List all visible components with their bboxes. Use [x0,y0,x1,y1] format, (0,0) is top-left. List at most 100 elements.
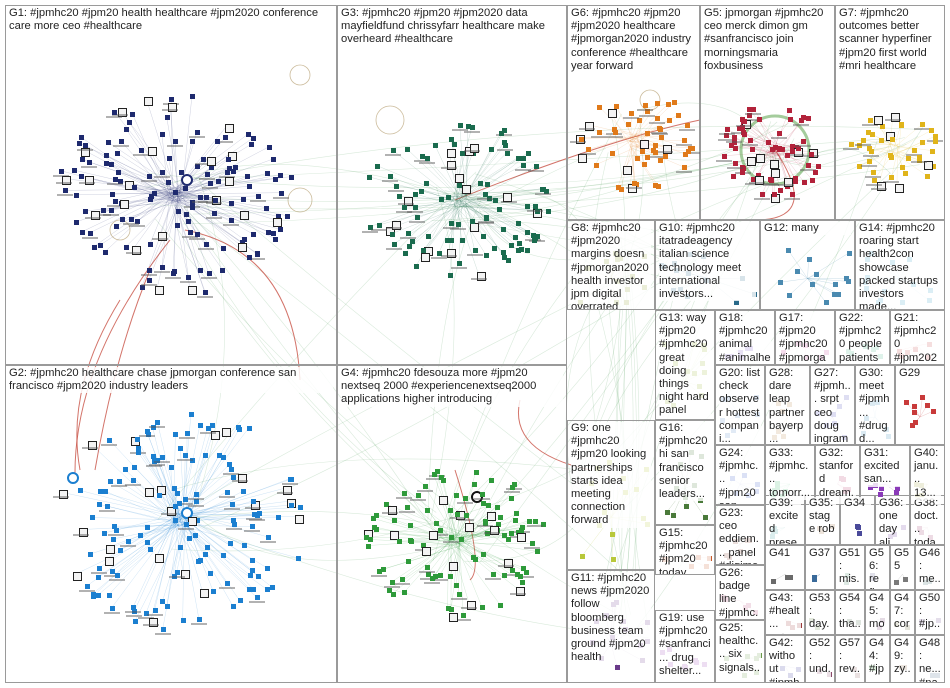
graph-node [428,530,438,540]
node-label-placeholder [190,622,207,625]
graph-node [58,168,64,174]
graph-node [216,453,222,458]
node-label-placeholder [607,136,624,138]
graph-node [508,530,514,536]
graph-node [226,156,232,162]
graph-node [498,603,504,609]
graph-node [173,432,179,438]
graph-node [645,155,651,161]
graph-node [144,540,150,546]
graph-node [844,276,850,282]
group-label-g18: G18: #jpmhc20 animal #animalhe... health… [719,312,771,364]
graph-node [462,185,472,195]
graph-node [265,534,271,540]
node-label-placeholder [443,541,460,544]
node-label-placeholder [154,176,171,179]
graph-node [640,149,646,155]
graph-node [534,164,540,170]
intra-group-edge [125,128,171,197]
graph-node [230,169,236,175]
graph-node [765,140,771,146]
inter-group-edge [171,137,905,202]
group-label-g56: G56: re find... [869,547,886,589]
graph-node [178,544,184,550]
node-label-placeholder [735,124,752,127]
graph-node [545,208,551,214]
graph-node [288,174,294,180]
graph-node [184,211,190,217]
graph-node [402,250,408,256]
node-label-placeholder [273,196,289,199]
graph-node [917,155,923,161]
graph-node [787,117,793,123]
intra-group-edge [425,205,457,250]
graph-node [421,546,431,556]
node-label-placeholder [57,194,74,197]
graph-node [747,156,757,166]
graph-node [298,505,304,511]
graph-node [95,575,101,581]
node-label-placeholder [753,198,770,201]
graph-node [144,525,150,531]
node-label-placeholder [484,577,501,580]
graph-node [860,137,866,143]
graph-node [91,594,97,600]
group-box-g14: G14: #jpmhc20 roaring start health2con s… [855,220,945,310]
graph-node [481,234,487,240]
graph-node [114,527,120,533]
graph-node [197,557,203,563]
group-label-g34: G34 [844,497,871,511]
node-label-placeholder [504,490,521,493]
graph-node [177,501,183,507]
graph-node [831,291,837,297]
graph-node [614,664,620,670]
graph-node [526,150,532,156]
group-box-g48: G48: ne... #na [915,635,945,683]
graph-node [431,472,437,478]
graph-node [249,142,255,148]
graph-node [247,255,253,261]
graph-node [387,174,393,180]
graph-node [251,498,257,504]
intra-group-edge [120,516,176,550]
intra-group-edge [446,205,464,241]
graph-node [152,607,158,613]
graph-node [413,191,419,197]
group-label-g16: G16: #jpmhc20 hi san francisco senior le… [659,422,711,502]
group-label-g45: G45: mo... hu... [869,592,886,634]
graph-node [139,147,145,153]
graph-node [229,217,235,223]
graph-node [618,187,624,193]
graph-node [510,484,516,490]
node-label-placeholder [201,187,218,190]
graph-node [524,229,530,235]
intra-group-edge [428,195,464,237]
group-label-g31: G31: excited san... [864,447,906,487]
intra-group-edge [450,202,456,224]
inter-group-edge [172,511,484,539]
group-label-g7: G7: #jpmhc20 outcomes better scanner hyp… [839,7,941,74]
graph-node [157,492,163,498]
intra-group-edge [170,99,174,197]
graph-node [516,220,522,226]
intra-group-edge [171,192,282,195]
group-label-g50: G50: #jp... fina... [919,592,941,634]
group-box-g40: G40: janu... 13... [910,445,945,505]
graph-node [227,462,233,468]
graph-node [133,618,139,624]
graph-node [597,104,603,110]
node-label-placeholder [126,615,143,618]
intra-group-edge [114,187,172,201]
intra-group-edge [92,517,177,521]
intra-group-edge [168,193,223,270]
intra-group-edge [114,111,179,193]
graph-node [806,256,812,262]
graph-node [160,599,166,605]
node-label-placeholder [509,592,526,595]
graph-node [448,573,454,579]
graph-node [795,268,801,274]
graph-node [250,524,256,530]
graph-node [277,172,283,178]
group-label-g47: G47: cor... upd... [894,592,911,634]
graph-node [470,554,476,560]
